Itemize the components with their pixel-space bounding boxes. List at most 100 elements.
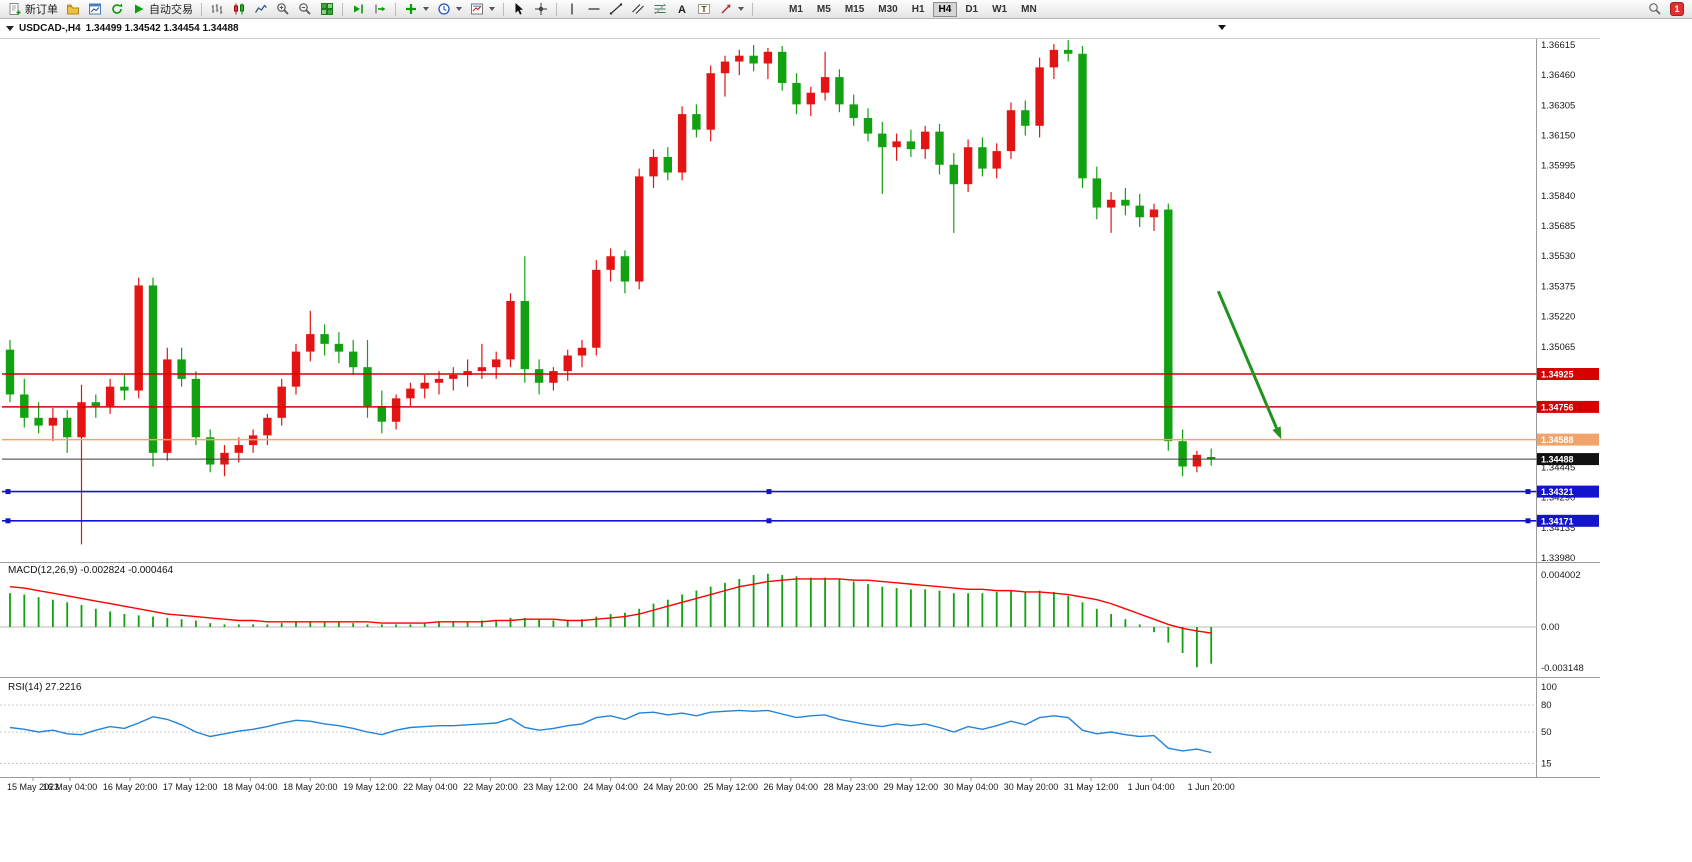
horizontal-line-icon bbox=[588, 8, 600, 10]
candlestick-chart-icon bbox=[234, 3, 244, 15]
chart-window-button[interactable] bbox=[84, 1, 106, 18]
label-button[interactable]: T bbox=[693, 1, 715, 18]
arrows-button[interactable] bbox=[715, 1, 748, 18]
bar-chart-button[interactable] bbox=[206, 1, 228, 18]
new-order-icon bbox=[9, 3, 21, 15]
timeframe-button-MN[interactable]: MN bbox=[1021, 3, 1037, 15]
cursor-button[interactable] bbox=[508, 1, 530, 18]
svg-text:-0.003148: -0.003148 bbox=[1541, 663, 1584, 674]
profiles-button[interactable] bbox=[62, 1, 84, 18]
chart-ohlc-values: 1.34499 1.34542 1.34454 1.34488 bbox=[85, 23, 239, 34]
svg-text:100: 100 bbox=[1541, 682, 1557, 693]
auto-scroll-button[interactable] bbox=[347, 1, 369, 18]
timeframe-button-D1[interactable]: D1 bbox=[965, 3, 979, 15]
toolbar-right-group: 1 bbox=[1648, 2, 1688, 16]
svg-text:16 May 20:00: 16 May 20:00 bbox=[103, 782, 158, 792]
svg-text:1.35220: 1.35220 bbox=[1541, 312, 1575, 323]
svg-text:1.34488: 1.34488 bbox=[1541, 455, 1574, 465]
refresh-button[interactable] bbox=[106, 1, 128, 18]
svg-text:0.00: 0.00 bbox=[1541, 622, 1560, 633]
svg-text:RSI(14) 27.2216: RSI(14) 27.2216 bbox=[8, 682, 82, 693]
new-order-button[interactable]: 新订单 bbox=[4, 1, 62, 18]
svg-text:16 May 04:00: 16 May 04:00 bbox=[43, 782, 98, 792]
bar-chart-icon bbox=[211, 4, 223, 14]
svg-text:1.34756: 1.34756 bbox=[1541, 402, 1574, 412]
rsi-pane[interactable]: 100 80 50 15 RSI(14) 27.2216 bbox=[0, 682, 1557, 770]
toolbar-separator bbox=[342, 2, 343, 16]
trendline-icon bbox=[609, 3, 623, 15]
chart-shift-button[interactable] bbox=[369, 1, 391, 18]
chart-collapse-icon[interactable] bbox=[6, 26, 14, 31]
channel-button[interactable] bbox=[627, 1, 649, 18]
autotrading-icon bbox=[135, 4, 144, 14]
periods-button[interactable] bbox=[433, 1, 466, 18]
chart-canvas[interactable]: 1.36615 1.36460 1.36305 1.36150 1.35995 1.358… bbox=[0, 19, 1600, 800]
svg-text:15 May 2023: 15 May 2023 bbox=[7, 782, 59, 792]
svg-text:1.34925: 1.34925 bbox=[1541, 370, 1574, 380]
candlestick-series bbox=[5, 40, 1216, 545]
fibonacci-button[interactable] bbox=[649, 1, 671, 18]
dropdown-caret-icon bbox=[423, 7, 429, 11]
svg-text:1.34588: 1.34588 bbox=[1541, 435, 1574, 445]
line-chart-icon bbox=[254, 4, 267, 13]
price-axis[interactable]: 1.36615 1.36460 1.36305 1.36150 1.35995 1.358… bbox=[1541, 40, 1575, 564]
vertical-line-icon bbox=[571, 3, 573, 15]
zoom-out-button[interactable] bbox=[294, 1, 316, 18]
svg-text:17 May 12:00: 17 May 12:00 bbox=[163, 782, 218, 792]
text-button[interactable]: A bbox=[671, 1, 693, 18]
indicators-button[interactable] bbox=[400, 1, 433, 18]
autotrading-button[interactable]: 自动交易 bbox=[128, 1, 197, 18]
price-tag-1.34756 bbox=[1537, 400, 1599, 413]
macd-pane[interactable]: MACD(12,26,9) -0.002824 -0.000464 0.00400… bbox=[0, 565, 1584, 674]
toolbar-separator bbox=[752, 2, 753, 16]
svg-text:1.35530: 1.35530 bbox=[1541, 251, 1575, 262]
candlestick-chart-button[interactable] bbox=[228, 1, 250, 18]
timeframe-group: M1 M5 M15 M30 H1 H4 D1 W1 MN bbox=[783, 1, 1043, 17]
price-tag-1.34488 bbox=[1537, 453, 1599, 466]
dropdown-caret-icon bbox=[456, 7, 462, 11]
label-icon: T bbox=[698, 4, 710, 14]
templates-button[interactable] bbox=[466, 1, 499, 18]
timeframe-button-M30[interactable]: M30 bbox=[878, 3, 898, 15]
notification-badge[interactable]: 1 bbox=[1670, 2, 1684, 16]
svg-text:25 May 12:00: 25 May 12:00 bbox=[703, 782, 758, 792]
zoom-out-icon bbox=[299, 3, 311, 15]
price-tags: 1.34925 1.34756 1.34588 1.34488 1.34321 1.341… bbox=[1537, 368, 1599, 527]
periods-icon bbox=[438, 3, 450, 15]
svg-text:T: T bbox=[701, 4, 707, 14]
zoom-in-button[interactable] bbox=[272, 1, 294, 18]
timeframe-button-H1[interactable]: H1 bbox=[911, 3, 925, 15]
chart-dropdown-icon[interactable] bbox=[1218, 25, 1226, 30]
svg-text:1.36460: 1.36460 bbox=[1541, 70, 1575, 81]
timeframe-button-M15[interactable]: M15 bbox=[844, 3, 865, 15]
fibonacci-icon bbox=[654, 3, 666, 15]
zoom-in-icon bbox=[277, 3, 289, 15]
trend-arrow[interactable] bbox=[1216, 290, 1282, 440]
chart-window[interactable]: USDCAD-,H4 1.34499 1.34542 1.34454 1.344… bbox=[0, 19, 1600, 800]
price-tag-1.34321 bbox=[1537, 485, 1599, 498]
svg-text:1.34445: 1.34445 bbox=[1541, 462, 1575, 473]
svg-text:MACD(12,26,9) -0.002824 -0.000: MACD(12,26,9) -0.002824 -0.000464 bbox=[8, 565, 174, 576]
horizontal-line-button[interactable] bbox=[583, 1, 605, 18]
text-icon: A bbox=[678, 4, 686, 16]
autotrading-label: 自动交易 bbox=[149, 4, 193, 16]
cursor-icon bbox=[515, 3, 523, 15]
timeframe-button-M5[interactable]: M5 bbox=[816, 3, 831, 15]
svg-text:50: 50 bbox=[1541, 727, 1552, 738]
svg-text:A: A bbox=[678, 4, 686, 16]
price-lines bbox=[2, 373, 1537, 524]
vertical-line-button[interactable] bbox=[561, 1, 583, 18]
tile-windows-button[interactable] bbox=[316, 1, 338, 18]
price-tag-1.34171 bbox=[1537, 514, 1599, 527]
crosshair-icon bbox=[535, 3, 547, 15]
search-icon[interactable] bbox=[1648, 2, 1662, 16]
timeframe-button-W1[interactable]: W1 bbox=[992, 3, 1008, 15]
timeframe-button-H4[interactable]: H4 bbox=[932, 1, 958, 17]
trendline-button[interactable] bbox=[605, 1, 627, 18]
pane-separators bbox=[0, 38, 1600, 778]
indicators-icon bbox=[406, 4, 416, 14]
timeframe-button-M1[interactable]: M1 bbox=[789, 3, 803, 15]
line-chart-button[interactable] bbox=[250, 1, 272, 18]
crosshair-button[interactable] bbox=[530, 1, 552, 18]
